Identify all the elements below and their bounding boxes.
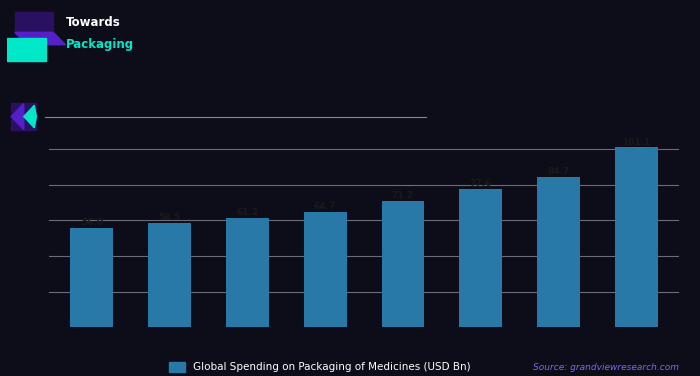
Polygon shape	[15, 32, 66, 45]
Text: 58.5: 58.5	[158, 213, 181, 222]
Bar	[382, 200, 424, 327]
Text: 77.6: 77.6	[470, 179, 492, 188]
Text: Towards: Towards	[66, 16, 120, 29]
Text: 61.2: 61.2	[237, 208, 258, 217]
Bar	[537, 177, 580, 327]
Bar	[304, 212, 346, 327]
Bar	[459, 189, 502, 327]
Polygon shape	[24, 105, 36, 128]
Text: Packaging: Packaging	[66, 38, 134, 51]
Bar	[71, 227, 113, 327]
Polygon shape	[11, 103, 24, 130]
Bar	[615, 147, 657, 327]
Text: 56.0: 56.0	[80, 218, 103, 227]
Text: Source: grandviewresearch.com: Source: grandviewresearch.com	[533, 363, 679, 372]
Bar	[226, 218, 269, 327]
Bar	[11, 103, 36, 130]
Text: 101.1: 101.1	[622, 138, 650, 147]
Text: 71.2: 71.2	[392, 191, 414, 200]
Text: 84.7: 84.7	[547, 167, 570, 176]
Bar	[7, 38, 46, 61]
Text: 64.7: 64.7	[314, 202, 336, 211]
Polygon shape	[15, 12, 53, 32]
Legend: Global Spending on Packaging of Medicines (USD Bn): Global Spending on Packaging of Medicine…	[165, 358, 475, 376]
Bar	[148, 223, 191, 327]
